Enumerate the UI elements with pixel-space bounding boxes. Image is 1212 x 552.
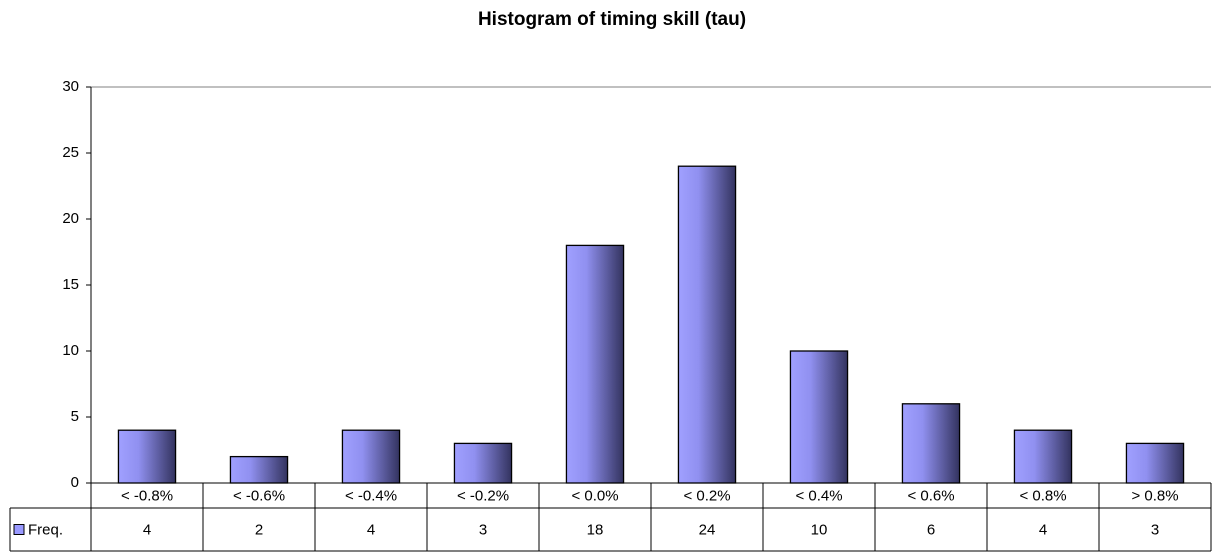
x-tick-label: < -0.2% [457, 487, 509, 504]
bar [789, 350, 849, 484]
x-tick-label: < 0.4% [795, 487, 842, 504]
x-tick-label: < -0.8% [121, 487, 173, 504]
x-tick-label: > 0.8% [1131, 487, 1178, 504]
y-tick-label: 25 [62, 144, 79, 161]
bar [229, 455, 289, 484]
table-value: 3 [1151, 521, 1159, 538]
y-tick-label: 0 [71, 474, 79, 491]
x-tick-label: < 0.2% [683, 487, 730, 504]
legend-label: Freq. [28, 521, 63, 538]
table-value: 4 [143, 521, 151, 538]
y-tick-label: 15 [62, 276, 79, 293]
x-tick-label: < -0.6% [233, 487, 285, 504]
y-tick-label: 20 [62, 210, 79, 227]
bar [117, 429, 177, 484]
table-value: 24 [699, 521, 716, 538]
bar [341, 429, 401, 484]
bar [1013, 429, 1073, 484]
table-value: 4 [1039, 521, 1047, 538]
table-value: 2 [255, 521, 263, 538]
bar [1125, 442, 1185, 484]
table-value: 3 [479, 521, 487, 538]
bar [453, 442, 513, 484]
table-value: 10 [811, 521, 828, 538]
x-tick-label: < 0.6% [907, 487, 954, 504]
x-tick-label: < 0.8% [1019, 487, 1066, 504]
bar [677, 165, 737, 484]
table-value: 4 [367, 521, 375, 538]
y-tick-label: 30 [62, 78, 79, 95]
table-value: 18 [587, 521, 604, 538]
table-value: 6 [927, 521, 935, 538]
bar [901, 403, 961, 484]
bar [565, 244, 625, 484]
chart-title: Histogram of timing skill (tau) [478, 9, 746, 30]
y-tick-label: 10 [62, 342, 79, 359]
x-tick-label: < 0.0% [571, 487, 618, 504]
y-tick-label: 5 [71, 408, 79, 425]
legend-key [13, 524, 25, 535]
x-tick-label: < -0.4% [345, 487, 397, 504]
